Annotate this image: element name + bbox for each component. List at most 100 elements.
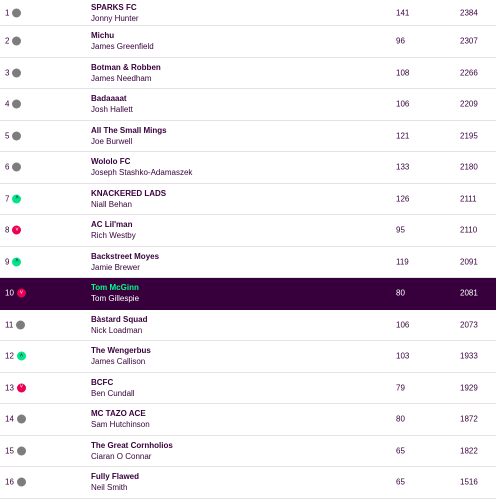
manager-name: Nick Loadman xyxy=(91,325,143,335)
gameweek-points: 95 xyxy=(396,225,405,235)
rank-number: 7 xyxy=(5,194,10,204)
team-name[interactable]: The Wengerbus xyxy=(91,346,151,356)
team-cell[interactable]: Tom McGinn Tom Gillespie xyxy=(91,282,139,304)
rank-cell: 6 xyxy=(5,162,22,172)
total-points: 2195 xyxy=(460,131,478,141)
team-name[interactable]: Tom McGinn xyxy=(91,283,139,293)
rank-cell: 16 xyxy=(5,477,26,487)
team-name[interactable]: Badaaaat xyxy=(91,94,127,104)
rank-cell: 13 ˅ xyxy=(5,383,26,393)
gameweek-points: 121 xyxy=(396,131,410,141)
no-movement-icon xyxy=(16,320,26,330)
table-row[interactable]: 7 ˄ KNACKERED LADS Niall Behan 126 2111 xyxy=(0,184,496,215)
table-row[interactable]: 6 Wololo FC Joseph Stashko-Adamaszek 133… xyxy=(0,152,496,184)
table-row[interactable]: 14 MC TAZO ACE Sam Hutchinson 80 1872 xyxy=(0,404,496,436)
no-movement-icon xyxy=(16,414,26,424)
gameweek-points: 79 xyxy=(396,383,405,393)
total-points: 2111 xyxy=(460,194,477,204)
rank-number: 10 xyxy=(5,288,14,298)
total-points: 2091 xyxy=(460,257,478,267)
manager-name: Jonny Hunter xyxy=(91,13,139,23)
team-cell[interactable]: The Great Cornholios Ciaran O Connar xyxy=(91,440,173,462)
manager-name: Tom Gillespie xyxy=(91,294,140,304)
team-cell[interactable]: Michu James Greenfield xyxy=(91,30,154,52)
team-cell[interactable]: All The Small Mings Joe Burwell xyxy=(91,125,167,147)
total-points: 1872 xyxy=(460,414,478,424)
table-row[interactable]: 9 ˄ Backstreet Moyes Jamie Brewer 119 209… xyxy=(0,247,496,278)
team-name[interactable]: Michu xyxy=(91,31,115,41)
team-cell[interactable]: Botman & Robben James Needham xyxy=(91,62,161,84)
team-name[interactable]: Backstreet Moyes xyxy=(91,251,160,261)
rank-cell: 5 xyxy=(5,131,22,141)
gameweek-points: 108 xyxy=(396,68,410,78)
team-name[interactable]: MC TAZO ACE xyxy=(91,409,146,419)
table-row[interactable]: 15 The Great Cornholios Ciaran O Connar … xyxy=(0,436,496,467)
team-cell[interactable]: Fully Flawed Neil Smith xyxy=(91,471,139,493)
total-points: 2081 xyxy=(460,288,478,298)
chevron-up-icon: ˄ xyxy=(12,194,22,204)
team-name[interactable]: BCFC xyxy=(91,377,114,387)
total-points: 1933 xyxy=(460,351,478,361)
table-row[interactable]: 8 ˅ AC Lil'man Rich Westby 95 2110 xyxy=(0,215,496,247)
team-name[interactable]: Bàstard Squad xyxy=(91,314,148,324)
total-points: 2073 xyxy=(460,320,478,330)
team-name[interactable]: SPARKS FC xyxy=(91,2,137,12)
team-name[interactable]: AC Lil'man xyxy=(91,220,133,230)
table-row[interactable]: 4 Badaaaat Josh Hallett 106 2209 xyxy=(0,89,496,121)
no-movement-icon xyxy=(16,477,26,487)
table-row[interactable]: 5 All The Small Mings Joe Burwell 121 21… xyxy=(0,121,496,152)
manager-name: Jamie Brewer xyxy=(91,262,140,272)
team-name[interactable]: Wololo FC xyxy=(91,157,131,167)
gameweek-points: 80 xyxy=(396,414,405,424)
team-cell[interactable]: SPARKS FC Jonny Hunter xyxy=(91,2,139,24)
table-row[interactable]: 3 Botman & Robben James Needham 108 2266 xyxy=(0,58,496,89)
chevron-down-icon: ˅ xyxy=(12,225,22,235)
total-points: 2110 xyxy=(460,225,478,235)
rank-cell: 9 ˄ xyxy=(5,257,22,267)
rank-number: 12 xyxy=(5,351,14,361)
team-cell[interactable]: Backstreet Moyes Jamie Brewer xyxy=(91,251,159,273)
manager-name: Ben Cundall xyxy=(91,388,135,398)
no-movement-icon xyxy=(12,162,22,172)
team-cell[interactable]: KNACKERED LADS Niall Behan xyxy=(91,188,166,210)
team-cell[interactable]: BCFC Ben Cundall xyxy=(91,377,135,399)
team-name[interactable]: The Great Cornholios xyxy=(91,440,173,450)
no-movement-icon xyxy=(16,446,26,456)
team-name[interactable]: Botman & Robben xyxy=(91,62,161,72)
rank-number: 1 xyxy=(5,8,10,17)
rank-cell: 2 xyxy=(5,36,22,46)
rank-number: 16 xyxy=(5,477,14,487)
rank-number: 5 xyxy=(5,131,10,141)
gameweek-points: 119 xyxy=(396,257,409,267)
team-cell[interactable]: MC TAZO ACE Sam Hutchinson xyxy=(91,408,150,430)
table-row[interactable]: 11 Bàstard Squad Nick Loadman 106 2073 xyxy=(0,310,496,341)
table-row[interactable]: 12 ˄ The Wengerbus James Callison 103 193… xyxy=(0,341,496,373)
manager-name: James Callison xyxy=(91,357,146,367)
rank-cell: 3 xyxy=(5,68,22,78)
table-row[interactable]: 2 Michu James Greenfield 96 2307 xyxy=(0,26,496,58)
manager-name: Joe Burwell xyxy=(91,136,133,146)
table-row[interactable]: 1 SPARKS FC Jonny Hunter 141 2384 xyxy=(0,0,496,26)
manager-name: Ciaran O Connar xyxy=(91,451,152,461)
table-row[interactable]: 13 ˅ BCFC Ben Cundall 79 1929 xyxy=(0,373,496,404)
total-points: 2209 xyxy=(460,99,478,109)
rank-cell: 10 ˅ xyxy=(5,288,26,298)
total-points: 2266 xyxy=(460,68,478,78)
team-cell[interactable]: The Wengerbus James Callison xyxy=(91,345,151,367)
team-name[interactable]: KNACKERED LADS xyxy=(91,188,167,198)
gameweek-points: 106 xyxy=(396,99,410,109)
team-cell[interactable]: Badaaaat Josh Hallett xyxy=(91,93,133,115)
total-points: 1929 xyxy=(460,383,478,393)
table-row-highlighted[interactable]: 10 ˅ Tom McGinn Tom Gillespie 80 2081 xyxy=(0,278,496,310)
table-row[interactable]: 16 Fully Flawed Neil Smith 65 1516 xyxy=(0,467,496,499)
team-name[interactable]: Fully Flawed xyxy=(91,472,140,482)
team-cell[interactable]: Bàstard Squad Nick Loadman xyxy=(91,314,147,336)
team-cell[interactable]: AC Lil'man Rich Westby xyxy=(91,219,136,241)
rank-number: 8 xyxy=(5,225,10,235)
manager-name: Neil Smith xyxy=(91,483,128,493)
gameweek-points: 80 xyxy=(396,288,405,298)
team-name[interactable]: All The Small Mings xyxy=(91,125,167,135)
team-cell[interactable]: Wololo FC Joseph Stashko-Adamaszek xyxy=(91,156,192,178)
rank-cell: 4 xyxy=(5,99,22,109)
rank-cell: 15 xyxy=(5,446,26,456)
